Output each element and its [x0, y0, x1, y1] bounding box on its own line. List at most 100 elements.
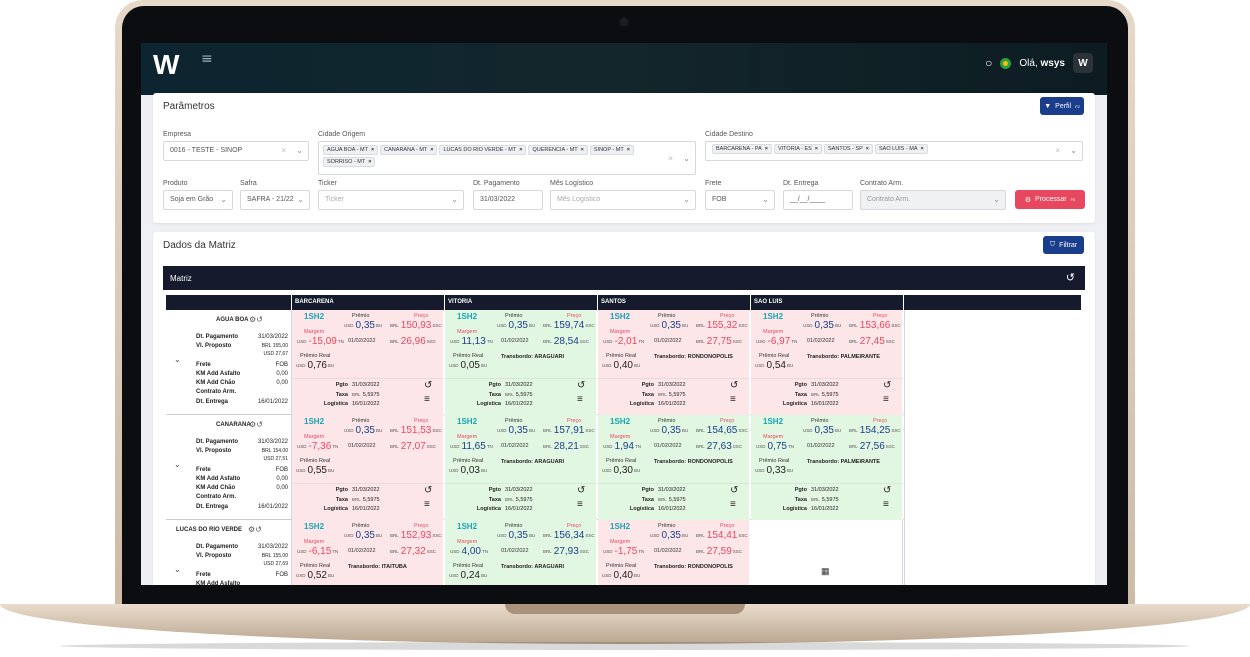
app-logo[interactable]: W	[153, 49, 179, 80]
field-value: 31/03/2022	[257, 439, 288, 445]
city-chip[interactable]: SAO LUIS - MA ×	[874, 144, 928, 154]
field-value: 31/03/2022	[257, 334, 288, 340]
field-value: FOB	[275, 467, 288, 473]
history-icon[interactable]: ↺	[730, 485, 739, 496]
history-icon[interactable]: ↺	[1065, 272, 1075, 284]
search-icon[interactable]: ○	[985, 56, 993, 70]
history-icon[interactable]: ↺	[730, 380, 739, 391]
matrix-cell[interactable]: 1SH2 Prêmio Preço Margem USD 0,35BU BRL 157,91S…	[445, 415, 597, 520]
city-chip[interactable]: AGUA BOA - MT ×	[323, 145, 379, 155]
matrix-cell[interactable]: 1SH2 Prêmio Preço Margem USD 0,35BU BRL 150,93S…	[292, 310, 444, 415]
expand-row-icon[interactable]: ⌄	[174, 565, 181, 574]
matrix-cell[interactable]: 1SH2 Prêmio Preço Margem USD 0,35BU BRL 154,25S…	[751, 415, 903, 520]
city-chip[interactable]: CANARANA - MT ×	[380, 145, 438, 155]
brazil-flag-icon[interactable]	[1000, 57, 1012, 69]
layers-icon[interactable]: ≡	[730, 499, 736, 510]
chip-remove-icon[interactable]: ×	[370, 147, 375, 153]
cidade-destino-select[interactable]: BARCARENA - PA × VITORIA - ES × SANTOS - SP ×…	[705, 141, 1083, 161]
chip-remove-icon[interactable]: ×	[920, 146, 924, 152]
ticker-select[interactable]: Ticker ⌄	[318, 190, 464, 210]
expand-row-icon[interactable]: ⌄	[174, 355, 181, 364]
history-icon[interactable]: ↺	[883, 380, 892, 391]
layers-icon[interactable]: ≡	[424, 499, 430, 510]
chip-remove-icon[interactable]: ×	[764, 146, 768, 152]
chip-remove-icon[interactable]: ×	[368, 159, 372, 165]
field-value: 0,00	[276, 371, 288, 377]
avatar[interactable]: W	[1073, 53, 1093, 73]
transbordo-info: Transbordo: RONDONOPOLIS	[654, 354, 733, 360]
frete-select[interactable]: FOB ⌄	[705, 190, 775, 210]
history-icon[interactable]: ↺	[424, 380, 433, 391]
chip-remove-icon[interactable]: ×	[519, 147, 523, 153]
premio-real-value: USD 0,52BU	[296, 570, 335, 581]
settings-icon[interactable]: ⚙↺	[248, 525, 262, 534]
city-chip[interactable]: SORRISO - MT ×	[323, 157, 376, 167]
matrix-row: ⌄ CANARANA ⚙↺ Dt. Pagamento 31/03/2022 Vl. Pr…	[166, 415, 1082, 520]
expand-row-icon[interactable]: ⌄	[174, 460, 181, 469]
margem-date: 01/02/2022	[807, 338, 835, 344]
cidade-origem-select[interactable]: AGUA BOA - MT × CANARANA - MT × LUCAS DO RIO…	[318, 141, 696, 175]
payment-info: Pgto 31/03/2022 Taxa BRL 5,5975 Logística 16/0…	[323, 487, 380, 512]
matrix-cell[interactable]: 1SH2 Prêmio Preço Margem USD 0,35BU BRL 156,34S…	[445, 520, 597, 585]
calendar-icon[interactable]: ▦	[821, 566, 830, 576]
history-icon[interactable]: ↺	[577, 485, 586, 496]
matrix-cell[interactable]: 1SH2 Prêmio Preço Margem USD 0,35BU BRL 153,66S…	[751, 310, 903, 415]
city-chip[interactable]: VITORIA - ES ×	[773, 144, 823, 154]
mes-logistico-select[interactable]: Mês Logístico ⌄	[550, 190, 696, 210]
menu-toggle-icon[interactable]: ≡	[201, 51, 213, 67]
premio-real-value: USD 0,24BU	[449, 570, 488, 581]
contrato-arm-select: Contrato Arm. ⌄	[860, 190, 1006, 210]
city-chip[interactable]: QUERENCIA - MT ×	[528, 145, 588, 155]
chip-remove-icon[interactable]: ×	[814, 146, 819, 152]
chip-remove-icon[interactable]: ×	[626, 147, 630, 153]
preco-brl-value: BRL 27,32SSC	[390, 546, 437, 557]
matrix-cell[interactable]: 1SH2 Prêmio Preço Margem USD 0,35BU BRL 154,41S…	[598, 520, 750, 585]
matrix-cell[interactable]: 1SH2 Prêmio Preço Margem USD 0,35BU BRL 155,32S…	[598, 310, 750, 415]
chip-remove-icon[interactable]: ×	[430, 147, 434, 153]
safra-select[interactable]: SAFRA - 21/22 ⌄	[240, 190, 310, 210]
premio-value: USD 0,35BU	[803, 425, 842, 436]
chip-remove-icon[interactable]: ×	[580, 147, 584, 153]
matrix-cell[interactable]: 1SH2 Prêmio Preço Margem USD 0,35BU BRL 159,74S…	[445, 310, 597, 415]
ticker-code: 1SH2	[610, 522, 631, 531]
ticker-code: 1SH2	[763, 417, 784, 426]
layers-icon[interactable]: ≡	[730, 394, 736, 405]
city-chip[interactable]: LUCAS DO RIO VERDE - MT ×	[439, 145, 527, 155]
layers-icon[interactable]: ≡	[424, 394, 430, 405]
field-label: KM Add Asfalto	[196, 581, 241, 585]
history-icon[interactable]: ↺	[883, 485, 892, 496]
matrix-cell[interactable]: 1SH2 Prêmio Preço Margem USD 0,35BU BRL 151,53S…	[292, 415, 444, 520]
settings-icon[interactable]: ⚙↺	[249, 420, 263, 429]
dt-entrega-input[interactable]: __/__/____	[783, 190, 853, 210]
matrix-cell[interactable]: 1SH2 Prêmio Preço Margem USD 0,35BU BRL 152,93S…	[292, 520, 444, 585]
processar-button[interactable]: ⚙ Processar F8	[1015, 190, 1085, 209]
history-icon[interactable]: ↺	[577, 380, 586, 391]
chip-remove-icon[interactable]: ×	[865, 146, 869, 152]
ticker-code: 1SH2	[457, 522, 478, 531]
matrix-cell[interactable]: 1SH2 Prêmio Preço Margem USD 0,35BU BRL 154,65S…	[598, 415, 750, 520]
settings-icon[interactable]: ⚙↺	[249, 315, 263, 324]
empresa-select[interactable]: 0016 - TESTE - SINOP × ⌄	[163, 141, 309, 161]
perfil-button[interactable]: ▼ Perfil F2	[1040, 97, 1084, 115]
dados-matriz-card: Dados da Matriz ⛉ Filtrar Matriz ↺ BARCAR…	[153, 232, 1095, 585]
produto-select[interactable]: Soja em Grão ⌄	[163, 190, 233, 210]
dt-pagamento-input[interactable]: 31/03/2022	[473, 190, 543, 210]
history-icon[interactable]: ↺	[424, 485, 433, 496]
city-chip[interactable]: SANTOS - SP ×	[824, 144, 873, 154]
layers-icon[interactable]: ≡	[883, 499, 889, 510]
layers-icon[interactable]: ≡	[577, 499, 583, 510]
city-chip[interactable]: BARCARENA - PA ×	[712, 144, 772, 154]
column-header-sao-luis: SAO LUIS	[751, 295, 904, 310]
origin-field-row: Frete FOB	[196, 572, 288, 578]
ticker-code: 1SH2	[763, 312, 784, 321]
preco-brl-value: BRL 27,45SSC	[849, 336, 896, 347]
premio-value: USD 0,35BU	[344, 530, 383, 541]
layers-icon[interactable]: ≡	[883, 394, 889, 405]
premio-real-label: Prêmio Real	[606, 458, 637, 464]
city-chip[interactable]: SINOP - MT ×	[589, 145, 634, 155]
origin-field-row: Dt. Pagamento 31/03/2022	[196, 439, 288, 445]
premio-value: USD 0,35BU	[497, 530, 536, 541]
camera-icon	[620, 18, 628, 26]
layers-icon[interactable]: ≡	[577, 394, 583, 405]
filtrar-button[interactable]: ⛉ Filtrar	[1043, 236, 1084, 254]
